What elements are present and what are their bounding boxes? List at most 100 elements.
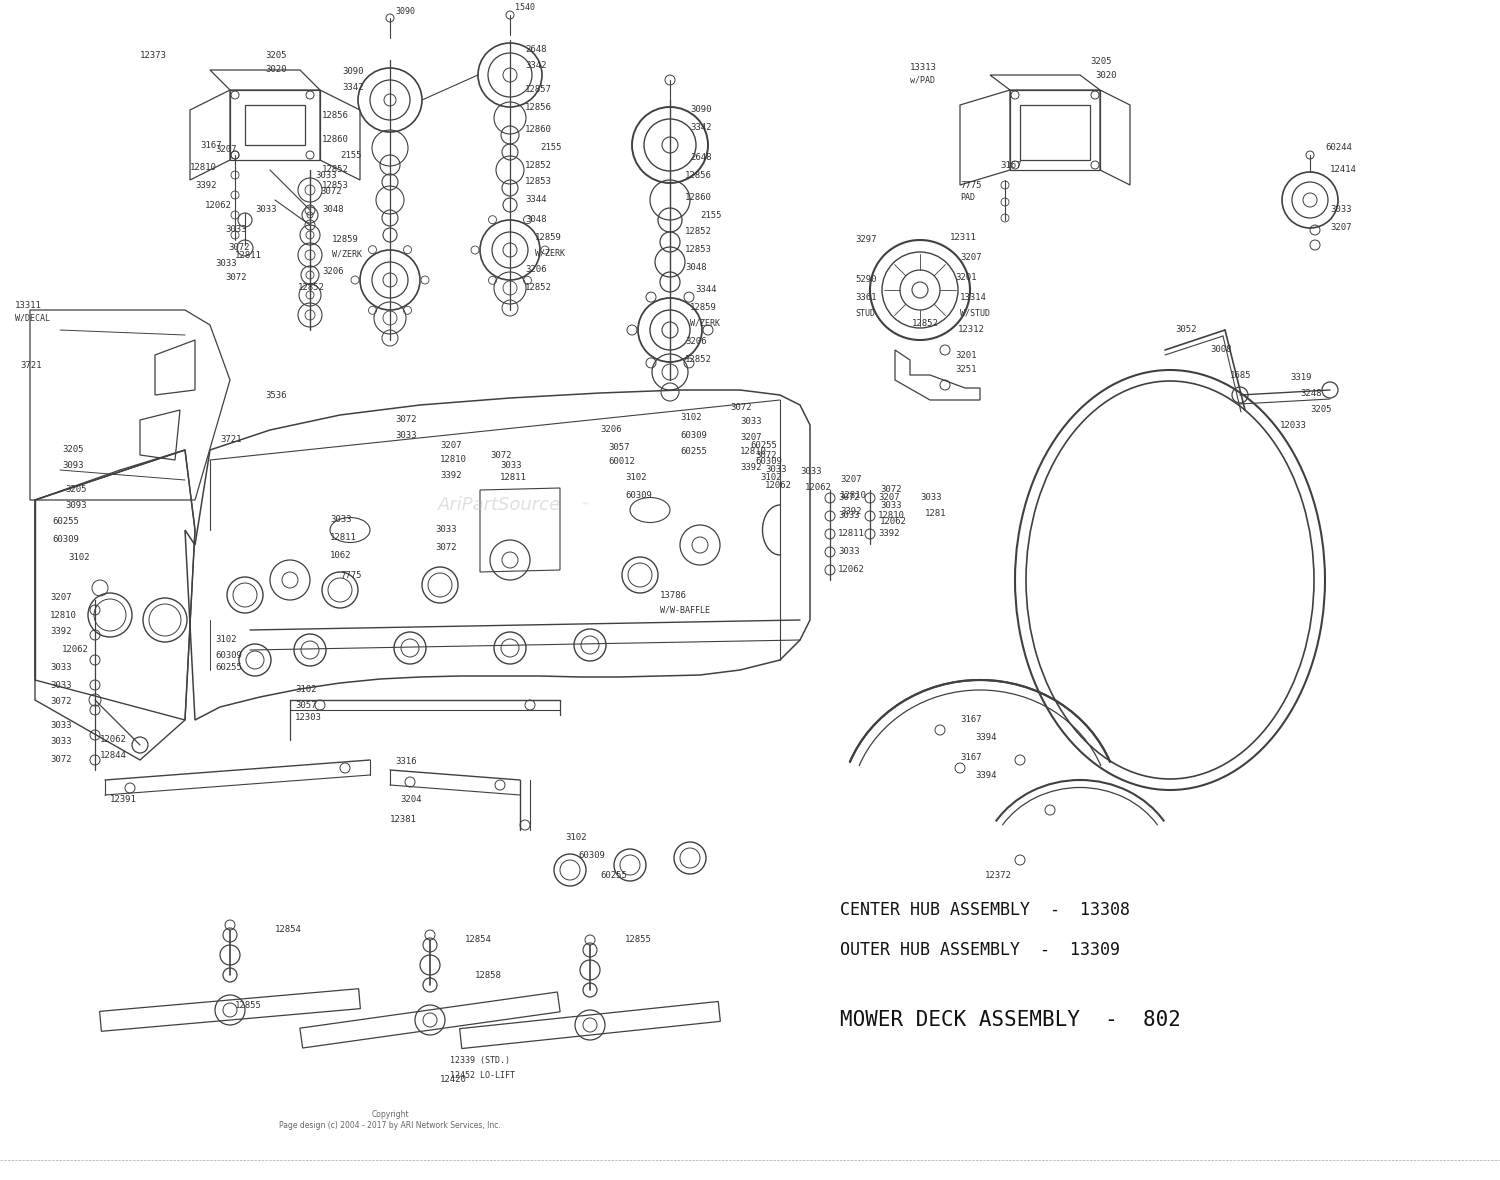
Text: 12844: 12844 [100, 752, 128, 760]
Text: 3090: 3090 [342, 67, 363, 77]
Text: 13311: 13311 [15, 301, 42, 309]
Text: 12853: 12853 [322, 182, 350, 190]
Text: 12373: 12373 [140, 51, 166, 59]
Text: 3344: 3344 [525, 196, 546, 204]
Text: 12859: 12859 [332, 236, 358, 244]
Text: 60012: 60012 [608, 458, 634, 466]
Text: OUTER HUB ASSEMBLY  -  13309: OUTER HUB ASSEMBLY - 13309 [840, 940, 1120, 959]
Text: 3033: 3033 [500, 460, 522, 470]
Text: 3207: 3207 [840, 476, 861, 485]
Text: 5290: 5290 [855, 275, 876, 284]
Text: 12810: 12810 [840, 492, 867, 500]
Text: W/ZERK: W/ZERK [536, 249, 566, 257]
Text: 3072: 3072 [880, 485, 902, 494]
Text: 12311: 12311 [950, 234, 976, 243]
Text: 3033: 3033 [330, 516, 351, 524]
Text: 3072: 3072 [320, 188, 342, 197]
Text: 3033: 3033 [315, 170, 336, 179]
Text: 12853: 12853 [686, 245, 712, 255]
Text: 12372: 12372 [986, 871, 1012, 879]
Text: 12852: 12852 [686, 228, 712, 236]
Text: 3207: 3207 [50, 594, 72, 603]
Text: 3033: 3033 [920, 493, 942, 503]
Text: 3392: 3392 [840, 507, 861, 517]
Text: W/W-BAFFLE: W/W-BAFFLE [660, 605, 710, 615]
Text: 3536: 3536 [266, 391, 286, 400]
Text: 3033: 3033 [50, 721, 72, 729]
Text: 3033: 3033 [50, 738, 72, 747]
Text: 3205: 3205 [64, 485, 87, 494]
Text: 3319: 3319 [1290, 374, 1311, 382]
Text: 3033: 3033 [214, 258, 237, 268]
Text: 3033: 3033 [435, 525, 456, 535]
Text: 12062: 12062 [880, 518, 908, 526]
Text: 12303: 12303 [296, 714, 322, 722]
Text: 12414: 12414 [1330, 165, 1358, 175]
Text: 3207: 3207 [440, 440, 462, 450]
Text: 3052: 3052 [1174, 326, 1197, 334]
Text: 3033: 3033 [765, 465, 786, 474]
Text: 12859: 12859 [690, 303, 717, 313]
Text: PAD: PAD [960, 194, 975, 203]
Text: 3205: 3205 [1310, 406, 1332, 414]
Text: 3205: 3205 [1090, 58, 1112, 66]
Text: 12852: 12852 [525, 160, 552, 170]
Text: 3072: 3072 [839, 493, 860, 503]
Text: 3033: 3033 [394, 431, 417, 439]
Text: Copyright
Page design (c) 2004 - 2017 by ARI Network Services, Inc.: Copyright Page design (c) 2004 - 2017 by… [279, 1110, 501, 1129]
Text: 3102: 3102 [214, 636, 237, 644]
Text: 60309: 60309 [754, 458, 782, 466]
Text: 3072: 3072 [490, 451, 512, 459]
Text: 3207: 3207 [1330, 223, 1352, 232]
Text: 3033: 3033 [880, 502, 902, 511]
Text: 13314: 13314 [960, 294, 987, 302]
Text: 3316: 3316 [394, 758, 417, 767]
Text: 12852: 12852 [322, 165, 350, 175]
Text: 3048: 3048 [322, 205, 344, 215]
Text: 3394: 3394 [975, 734, 996, 742]
Text: 3342: 3342 [525, 61, 546, 71]
Text: 3020: 3020 [266, 66, 286, 74]
Text: 3033: 3033 [800, 467, 822, 477]
Text: 2648: 2648 [525, 46, 546, 54]
Text: 3721: 3721 [20, 361, 42, 369]
Text: 60255: 60255 [750, 440, 777, 450]
Text: 3251: 3251 [956, 366, 976, 374]
Text: 1540: 1540 [514, 4, 535, 13]
Text: 12811: 12811 [330, 533, 357, 543]
Text: 60255: 60255 [53, 518, 80, 526]
Text: 12852: 12852 [525, 282, 552, 291]
Text: 12381: 12381 [390, 815, 417, 825]
Text: 12810: 12810 [740, 447, 766, 457]
Text: 3201: 3201 [956, 274, 976, 282]
Text: 3721: 3721 [220, 435, 242, 445]
Text: 60309: 60309 [578, 851, 604, 859]
Text: 12852: 12852 [298, 283, 326, 293]
Text: 12811: 12811 [236, 250, 262, 260]
Text: 3361: 3361 [855, 294, 876, 302]
Text: 3033: 3033 [255, 205, 276, 215]
Text: 13786: 13786 [660, 590, 687, 599]
Text: 3206: 3206 [686, 337, 706, 347]
Text: 12810: 12810 [190, 164, 217, 172]
Text: 3102: 3102 [296, 686, 316, 695]
Text: 12062: 12062 [100, 735, 128, 745]
Text: 3394: 3394 [975, 771, 996, 780]
Text: 12420: 12420 [440, 1075, 466, 1084]
Text: 12062: 12062 [206, 201, 232, 210]
Text: 3201: 3201 [956, 350, 976, 360]
Text: 3072: 3072 [435, 544, 456, 552]
Text: 3167: 3167 [200, 140, 222, 150]
Text: 3090: 3090 [394, 7, 416, 17]
Text: 3392: 3392 [878, 530, 900, 538]
Text: 7775: 7775 [340, 570, 362, 579]
Text: 12855: 12855 [626, 936, 652, 944]
Text: 12857: 12857 [525, 85, 552, 94]
Text: 3033: 3033 [225, 225, 246, 235]
Text: 12852: 12852 [912, 319, 939, 328]
Text: 12062: 12062 [806, 483, 832, 492]
Text: 3033: 3033 [740, 418, 762, 426]
Text: 12339 (STD.): 12339 (STD.) [450, 1055, 510, 1064]
Text: 3206: 3206 [525, 266, 546, 275]
Text: 12062: 12062 [62, 645, 88, 655]
